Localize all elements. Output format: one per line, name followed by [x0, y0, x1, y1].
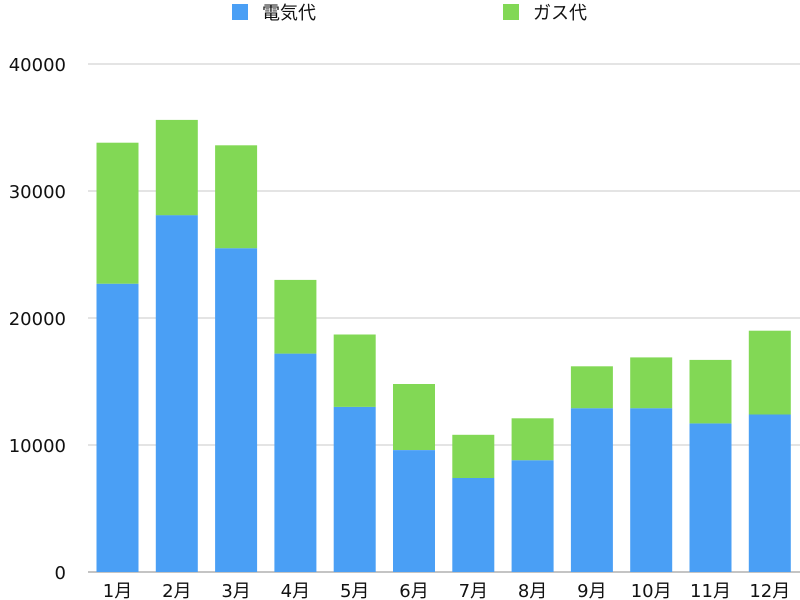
x-tick-label: 5月	[340, 581, 369, 600]
bar-segment-electricity	[748, 414, 791, 572]
x-tick-label: 7月	[459, 581, 488, 600]
bar-segment-electricity	[452, 478, 495, 572]
legend: 電気代 ガス代	[232, 3, 587, 24]
x-tick-label: 11月	[690, 581, 731, 600]
bar-segment-electricity	[393, 450, 435, 572]
y-tick-label: 30000	[9, 182, 66, 203]
bar-segment-electricity	[570, 408, 613, 572]
y-tick-label: 40000	[9, 55, 66, 76]
bar-segment-gas	[96, 142, 139, 284]
bar-segment-electricity	[630, 408, 673, 572]
bar-segment-electricity	[96, 283, 139, 572]
x-tick-label: 6月	[399, 581, 428, 600]
bar-segment-gas	[333, 334, 376, 407]
y-tick-label: 10000	[9, 436, 66, 457]
x-tick-label: 4月	[281, 581, 310, 600]
y-tick-label: 20000	[9, 309, 66, 330]
y-tick-label: 0	[55, 563, 66, 584]
bars	[96, 119, 791, 572]
bar-segment-gas	[689, 359, 732, 424]
bar-segment-electricity	[511, 460, 554, 572]
bar-segment-electricity	[689, 423, 732, 572]
bar-segment-electricity	[155, 215, 198, 572]
x-tick-label: 12月	[749, 581, 790, 600]
legend-swatch	[503, 4, 519, 20]
x-tick-label: 2月	[162, 581, 191, 600]
legend-label: ガス代	[533, 3, 587, 24]
bar-segment-gas	[511, 418, 554, 461]
x-tick-label: 9月	[577, 581, 606, 600]
bar-segment-gas	[452, 434, 495, 478]
bar-segment-electricity	[333, 406, 376, 572]
bar-segment-electricity	[215, 248, 258, 572]
x-tick-label: 10月	[631, 581, 672, 600]
bar-segment-electricity	[274, 353, 317, 572]
x-tick-label: 8月	[518, 581, 547, 600]
bar-segment-gas	[630, 357, 673, 409]
x-axis-tick-labels: 1月 2月 3月 4月 5月 6月 7月 8月 9月 10月 11月 12月	[103, 581, 790, 600]
legend-label: 電気代	[262, 3, 316, 24]
bar-segment-gas	[274, 279, 317, 354]
bar-segment-gas	[393, 384, 435, 450]
legend-swatch	[232, 4, 248, 20]
x-tick-label: 3月	[221, 581, 250, 600]
bar-segment-gas	[748, 330, 791, 415]
bar-segment-gas	[215, 145, 258, 249]
bar-segment-gas	[570, 366, 613, 409]
grid-lines	[88, 63, 800, 573]
bar-segment-gas	[155, 119, 198, 216]
x-tick-label: 1月	[103, 581, 132, 600]
y-axis-tick-labels: 0 10000 20000 30000 40000	[9, 55, 66, 584]
